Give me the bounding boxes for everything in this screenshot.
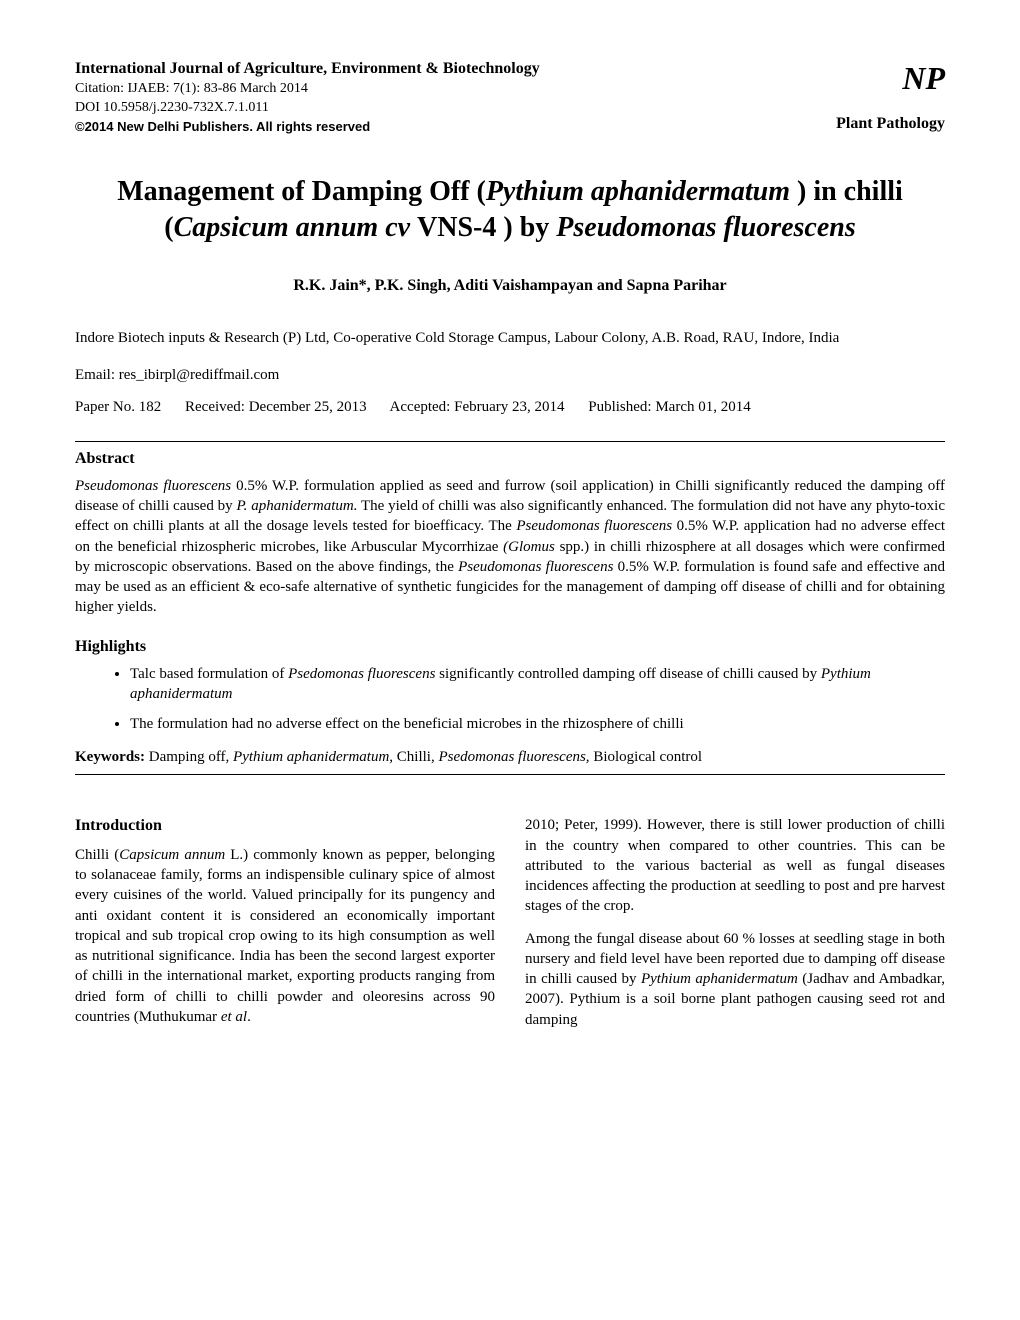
journal-name: International Journal of Agriculture, En…: [75, 60, 945, 78]
abstract-italic: P. aphanidermatum.: [236, 498, 357, 514]
highlight-text: The formulation had no adverse effect on…: [130, 716, 684, 732]
citation: Citation: IJAEB: 7(1): 83-86 March 2014: [75, 81, 945, 97]
divider: [75, 441, 945, 442]
keywords: Keywords: Damping off, Pythium aphanider…: [75, 749, 945, 766]
abstract-italic: (Glomus: [503, 539, 555, 555]
body-text: Chilli (: [75, 847, 119, 863]
accepted-date: Accepted: February 23, 2014: [390, 399, 565, 415]
body-paragraph: 2010; Peter, 1999). However, there is st…: [525, 815, 945, 916]
category: Plant Pathology: [836, 115, 945, 133]
body-paragraph: Chilli (Capsicum annum L.) commonly know…: [75, 845, 495, 1027]
title-italic: Pythium aphanidermatum: [486, 176, 790, 207]
body-text: .: [247, 1009, 251, 1025]
abstract-italic: Pseudomonas fluorescens: [458, 559, 613, 575]
header: International Journal of Agriculture, En…: [75, 60, 945, 134]
left-column: Introduction Chilli (Capsicum annum L.) …: [75, 815, 495, 1042]
abstract-text: Pseudomonas fluorescens 0.5% W.P. formul…: [75, 476, 945, 618]
keywords-label: Keywords:: [75, 749, 145, 765]
article-title: Management of Damping Off (Pythium aphan…: [75, 174, 945, 247]
body-text: L.) commonly known as pepper, belonging …: [75, 847, 495, 1025]
divider: [75, 774, 945, 775]
email: Email: res_ibirpl@rediffmail.com: [75, 367, 945, 384]
published-date: Published: March 01, 2014: [588, 399, 751, 415]
body-paragraph: Among the fungal disease about 60 % loss…: [525, 929, 945, 1030]
paper-info: Paper No. 182 Received: December 25, 201…: [75, 399, 945, 416]
highlight-item: The formulation had no adverse effect on…: [130, 714, 945, 734]
affiliation: Indore Biotech inputs & Research (P) Ltd…: [75, 330, 945, 347]
title-italic: Pseudomonas fluorescens: [556, 212, 855, 243]
body-italic: Capsicum annum: [119, 847, 225, 863]
title-italic: Capsicum annum cv: [174, 212, 417, 243]
highlights-list: Talc based formulation of Psedomonas flu…: [75, 664, 945, 735]
highlights-heading: Highlights: [75, 638, 945, 656]
abstract-section: Abstract Pseudomonas fluorescens 0.5% W.…: [75, 450, 945, 618]
body-italic: et al: [221, 1009, 247, 1025]
body-italic: Pythium aphanidermatum: [641, 971, 798, 987]
right-column: 2010; Peter, 1999). However, there is st…: [525, 815, 945, 1042]
copyright: ©2014 New Delhi Publishers. All rights r…: [75, 119, 945, 134]
title-text: Management of Damping Off (: [117, 176, 486, 207]
keywords-text: Chilli,: [393, 749, 438, 765]
keywords-italic: Psedomonas fluorescens,: [438, 749, 589, 765]
keywords-text: Biological control: [590, 749, 702, 765]
keywords-italic: Pythium aphanidermatum,: [233, 749, 393, 765]
abstract-italic: Pseudomonas fluorescens: [75, 478, 231, 494]
abstract-heading: Abstract: [75, 450, 945, 468]
introduction-heading: Introduction: [75, 815, 495, 837]
highlight-item: Talc based formulation of Psedomonas flu…: [130, 664, 945, 705]
authors: R.K. Jain*, P.K. Singh, Aditi Vaishampay…: [75, 277, 945, 295]
highlight-text: Talc based formulation of: [130, 666, 288, 682]
title-text: VNS-4 ) by: [417, 212, 556, 243]
keywords-text: Damping off,: [145, 749, 233, 765]
body-section: Introduction Chilli (Capsicum annum L.) …: [75, 815, 945, 1042]
doi: DOI 10.5958/j.2230-732X.7.1.011: [75, 100, 945, 116]
highlight-text: significantly controlled damping off dis…: [435, 666, 820, 682]
highlights-section: Highlights Talc based formulation of Pse…: [75, 638, 945, 735]
received-date: Received: December 25, 2013: [185, 399, 367, 415]
abstract-italic: Pseudomonas fluorescens: [516, 518, 672, 534]
publisher-logo: NP: [902, 60, 945, 97]
highlight-italic: Psedomonas fluorescens: [288, 666, 435, 682]
paper-number: Paper No. 182: [75, 399, 161, 415]
